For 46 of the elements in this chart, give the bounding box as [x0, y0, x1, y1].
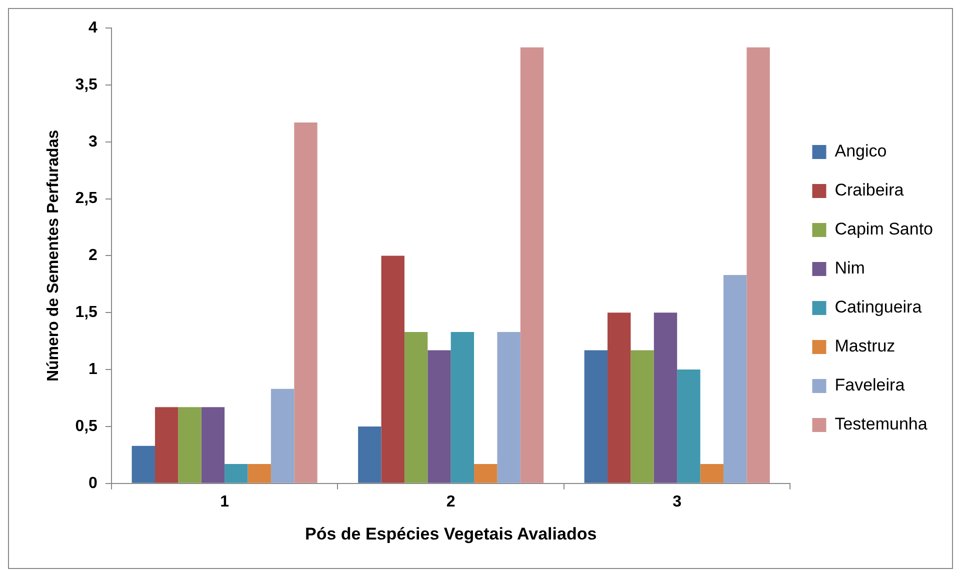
y-tick-label: 1 [88, 360, 98, 378]
x-axis-title: Pós de Espécies Vegetais Avaliados [305, 524, 597, 544]
bar [474, 464, 498, 483]
bar [178, 407, 202, 483]
bar [608, 312, 631, 483]
x-tick-label: 1 [220, 493, 230, 510]
bar [358, 426, 382, 483]
bar [404, 332, 428, 483]
bar [381, 256, 404, 483]
bar [201, 407, 225, 483]
bar [723, 275, 747, 483]
y-tick-label: 3,5 [75, 76, 98, 94]
y-tick-label: 4 [88, 19, 98, 36]
y-tick-label: 0,5 [75, 418, 98, 435]
legend-label: Capim Santo [834, 220, 934, 239]
legend-label: Craibeira [834, 180, 904, 200]
bar [654, 312, 678, 483]
bar [155, 407, 178, 483]
legend-label: Testemunha [834, 414, 928, 434]
bar [294, 122, 318, 483]
bar [584, 350, 608, 483]
x-tick-label: 2 [446, 493, 456, 510]
y-tick-label: 3 [88, 133, 98, 150]
legend-label: Catingueira [834, 298, 922, 317]
bar [224, 464, 248, 483]
bar [132, 446, 155, 483]
y-tick-label: 2,5 [75, 190, 98, 208]
bar [630, 350, 654, 483]
y-tick-label: 0 [88, 474, 98, 492]
bar [700, 464, 724, 483]
legend-label: Faveleira [834, 376, 906, 395]
bar [497, 332, 520, 483]
bar [677, 370, 700, 483]
x-tick-label: 3 [672, 493, 682, 510]
legend-label: Mastruz [834, 336, 896, 356]
y-axis-title: Número de Sementes Perfuradas [45, 130, 62, 382]
y-tick-label: 2 [88, 247, 98, 264]
bar [270, 388, 294, 483]
bar [428, 350, 451, 483]
bar [746, 47, 770, 483]
bar [520, 47, 544, 483]
bar [248, 464, 271, 483]
legend-label: Nim [834, 258, 865, 278]
y-tick-label: 1,5 [75, 304, 98, 322]
bar [450, 332, 474, 483]
legend-label: Angico [834, 142, 887, 161]
